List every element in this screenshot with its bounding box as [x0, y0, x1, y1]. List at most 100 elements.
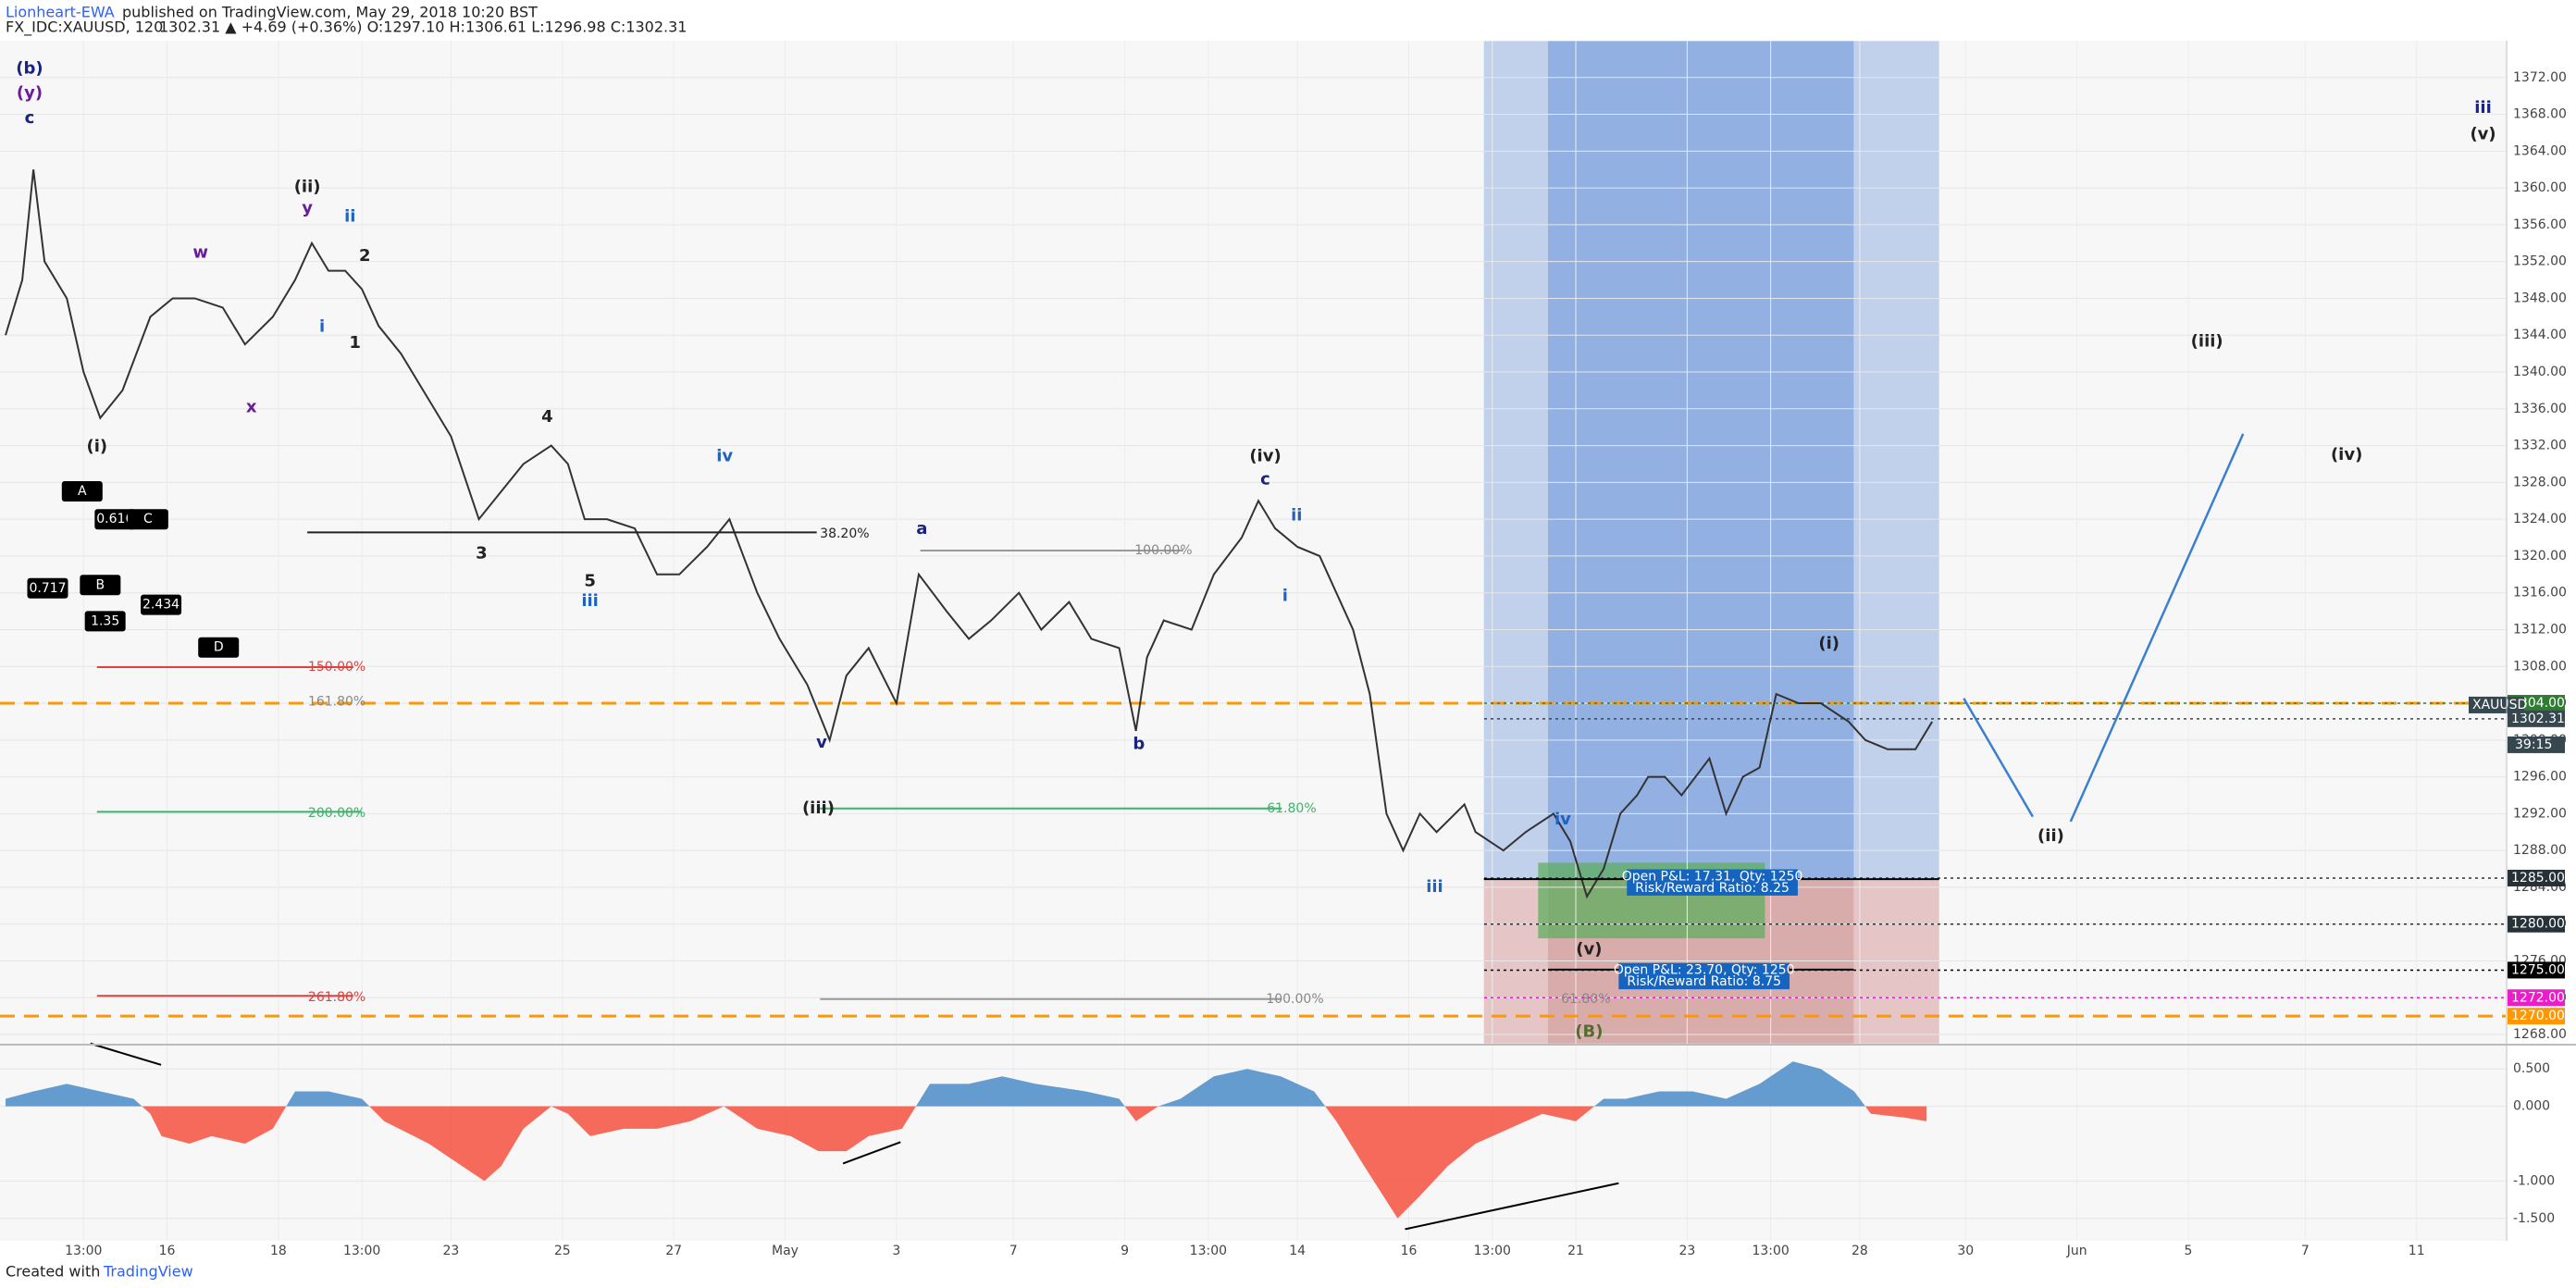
wave-label: (i)	[86, 437, 107, 456]
x-tick-label: 16	[159, 1244, 176, 1258]
wave-label: iii	[2474, 98, 2492, 118]
level-label: 1270.00	[2511, 1009, 2565, 1023]
wave-label: 5	[584, 572, 596, 591]
price-tag	[2508, 710, 2565, 727]
wave-label: a	[916, 519, 927, 539]
label-box	[127, 509, 168, 530]
y-tick-label: 1340.00	[2513, 365, 2567, 379]
x-tick-label: 16	[1401, 1244, 1418, 1258]
y-tick-label: 0.000	[2513, 1099, 2550, 1114]
wave-label: D	[214, 640, 224, 655]
pnl-box	[1618, 962, 1790, 990]
y-tick-label: 1356.00	[2513, 217, 2567, 232]
wave-label: C	[143, 512, 153, 526]
label-box	[141, 594, 182, 615]
pnl: Open P&L: 23.70, Qty: 1250	[1614, 963, 1795, 978]
wave-label: 261.80%	[308, 990, 365, 1005]
y-tick-label: 1372.00	[2513, 70, 2567, 85]
oscillator-area	[6, 1061, 1927, 1219]
label-box	[198, 637, 240, 658]
wave-label: 150.00%	[308, 660, 365, 675]
wave-label: (iii)	[2191, 331, 2223, 351]
author[interactable]: Lionheart-EWA	[6, 4, 115, 21]
price-tag	[2508, 961, 2565, 979]
wave-label: ii	[1291, 506, 1302, 526]
x-tick-label: 13:00	[343, 1244, 380, 1258]
x-tick-label: 11	[2409, 1244, 2425, 1258]
drawing-line	[1405, 1182, 1619, 1231]
label-box	[27, 577, 68, 599]
y-tick-label: -1.000	[2513, 1173, 2555, 1188]
symbol-label: XAUUSD	[2472, 698, 2527, 712]
y-tick-label: 1360.00	[2513, 180, 2567, 195]
x-tick-label: 13:00	[1474, 1244, 1511, 1258]
published: published on TradingView.com, May 29, 20…	[122, 4, 538, 21]
wave-label: (v)	[2470, 125, 2496, 144]
x-tick-label: 9	[1121, 1244, 1129, 1258]
y-tick-label: 1296.00	[2513, 770, 2567, 785]
x-tick-label: 18	[270, 1244, 287, 1258]
x-tick-label: 28	[1852, 1244, 1868, 1258]
footer-brand[interactable]: TradingView	[103, 1263, 193, 1281]
wave-label: c	[25, 108, 35, 128]
label-box	[84, 611, 126, 632]
x-tick-label: 3	[892, 1244, 900, 1258]
x-tick-label: Jun	[2066, 1244, 2087, 1258]
x-tick-label: May	[772, 1244, 799, 1258]
quote: 1302.31 ▲ +4.69 (+0.36%) O:1297.10 H:130…	[159, 19, 687, 36]
y-tick-label: 1352.00	[2513, 254, 2567, 269]
drawing-line	[842, 1141, 901, 1165]
price-label: 1272.00	[2511, 990, 2565, 1005]
countdown-tag	[2508, 736, 2565, 753]
wave-label: (b)	[16, 59, 43, 79]
x-tick-label: 5	[2185, 1244, 2193, 1258]
y-tick-label: 1324.00	[2513, 512, 2567, 526]
x-tick-label: 14	[1289, 1244, 1306, 1258]
wave-label: (iv)	[2331, 445, 2362, 464]
wave-label: iii	[1426, 877, 1443, 897]
risk-reward: Risk/Reward Ratio: 8.25	[1635, 881, 1790, 896]
wave-label: (ii)	[2037, 826, 2064, 846]
price-label: 1304.00	[2511, 696, 2565, 711]
symbol-tag	[2469, 696, 2524, 713]
x-tick-label: 27	[665, 1244, 682, 1258]
label-box	[61, 481, 103, 502]
price-line	[5, 169, 1934, 899]
wave-label: y	[302, 199, 313, 218]
y-tick-label: 1336.00	[2513, 402, 2567, 416]
arrow	[1963, 433, 2245, 823]
y-tick-label: 1268.00	[2513, 1027, 2567, 1042]
wave-label: i	[319, 316, 325, 336]
wave-label: 1	[349, 333, 361, 353]
x-tick-label: 13:00	[1752, 1244, 1789, 1258]
wave-label: 1.35	[91, 613, 119, 628]
wave-label: (ii)	[294, 177, 321, 196]
price-tag	[2508, 989, 2565, 1007]
wave-label: x	[246, 397, 257, 416]
y-tick-label: 1320.00	[2513, 549, 2567, 564]
symbol: FX_IDC:XAUUSD, 120	[6, 19, 163, 37]
wave-label: B	[96, 577, 105, 592]
pnl-box	[1627, 869, 1798, 896]
wave-label: b	[1133, 735, 1145, 754]
wave-label: i	[1282, 587, 1288, 606]
label-box	[80, 575, 121, 596]
price-tag	[2508, 869, 2565, 886]
x-tick-label: 13:00	[1190, 1244, 1227, 1258]
wave-label: iv	[716, 447, 733, 466]
wave-label: 161.80%	[308, 694, 365, 709]
plot-area	[0, 41, 2506, 1241]
y-tick-label: 1368.00	[2513, 107, 2567, 122]
drawing-line	[90, 1042, 162, 1066]
wave-label: 0.616	[96, 512, 133, 526]
wave-label: (B)	[1575, 1022, 1603, 1041]
wave-label: 100.00%	[1134, 543, 1192, 558]
y-tick-label: -1.500	[2513, 1211, 2555, 1226]
wave-label: 3	[476, 544, 488, 564]
x-tick-label: 7	[1009, 1244, 1018, 1258]
y-tick-label: 1332.00	[2513, 439, 2567, 453]
wave-label: 4	[541, 407, 553, 427]
wave-label: (y)	[17, 83, 43, 103]
wave-label: 0.717	[29, 581, 66, 596]
